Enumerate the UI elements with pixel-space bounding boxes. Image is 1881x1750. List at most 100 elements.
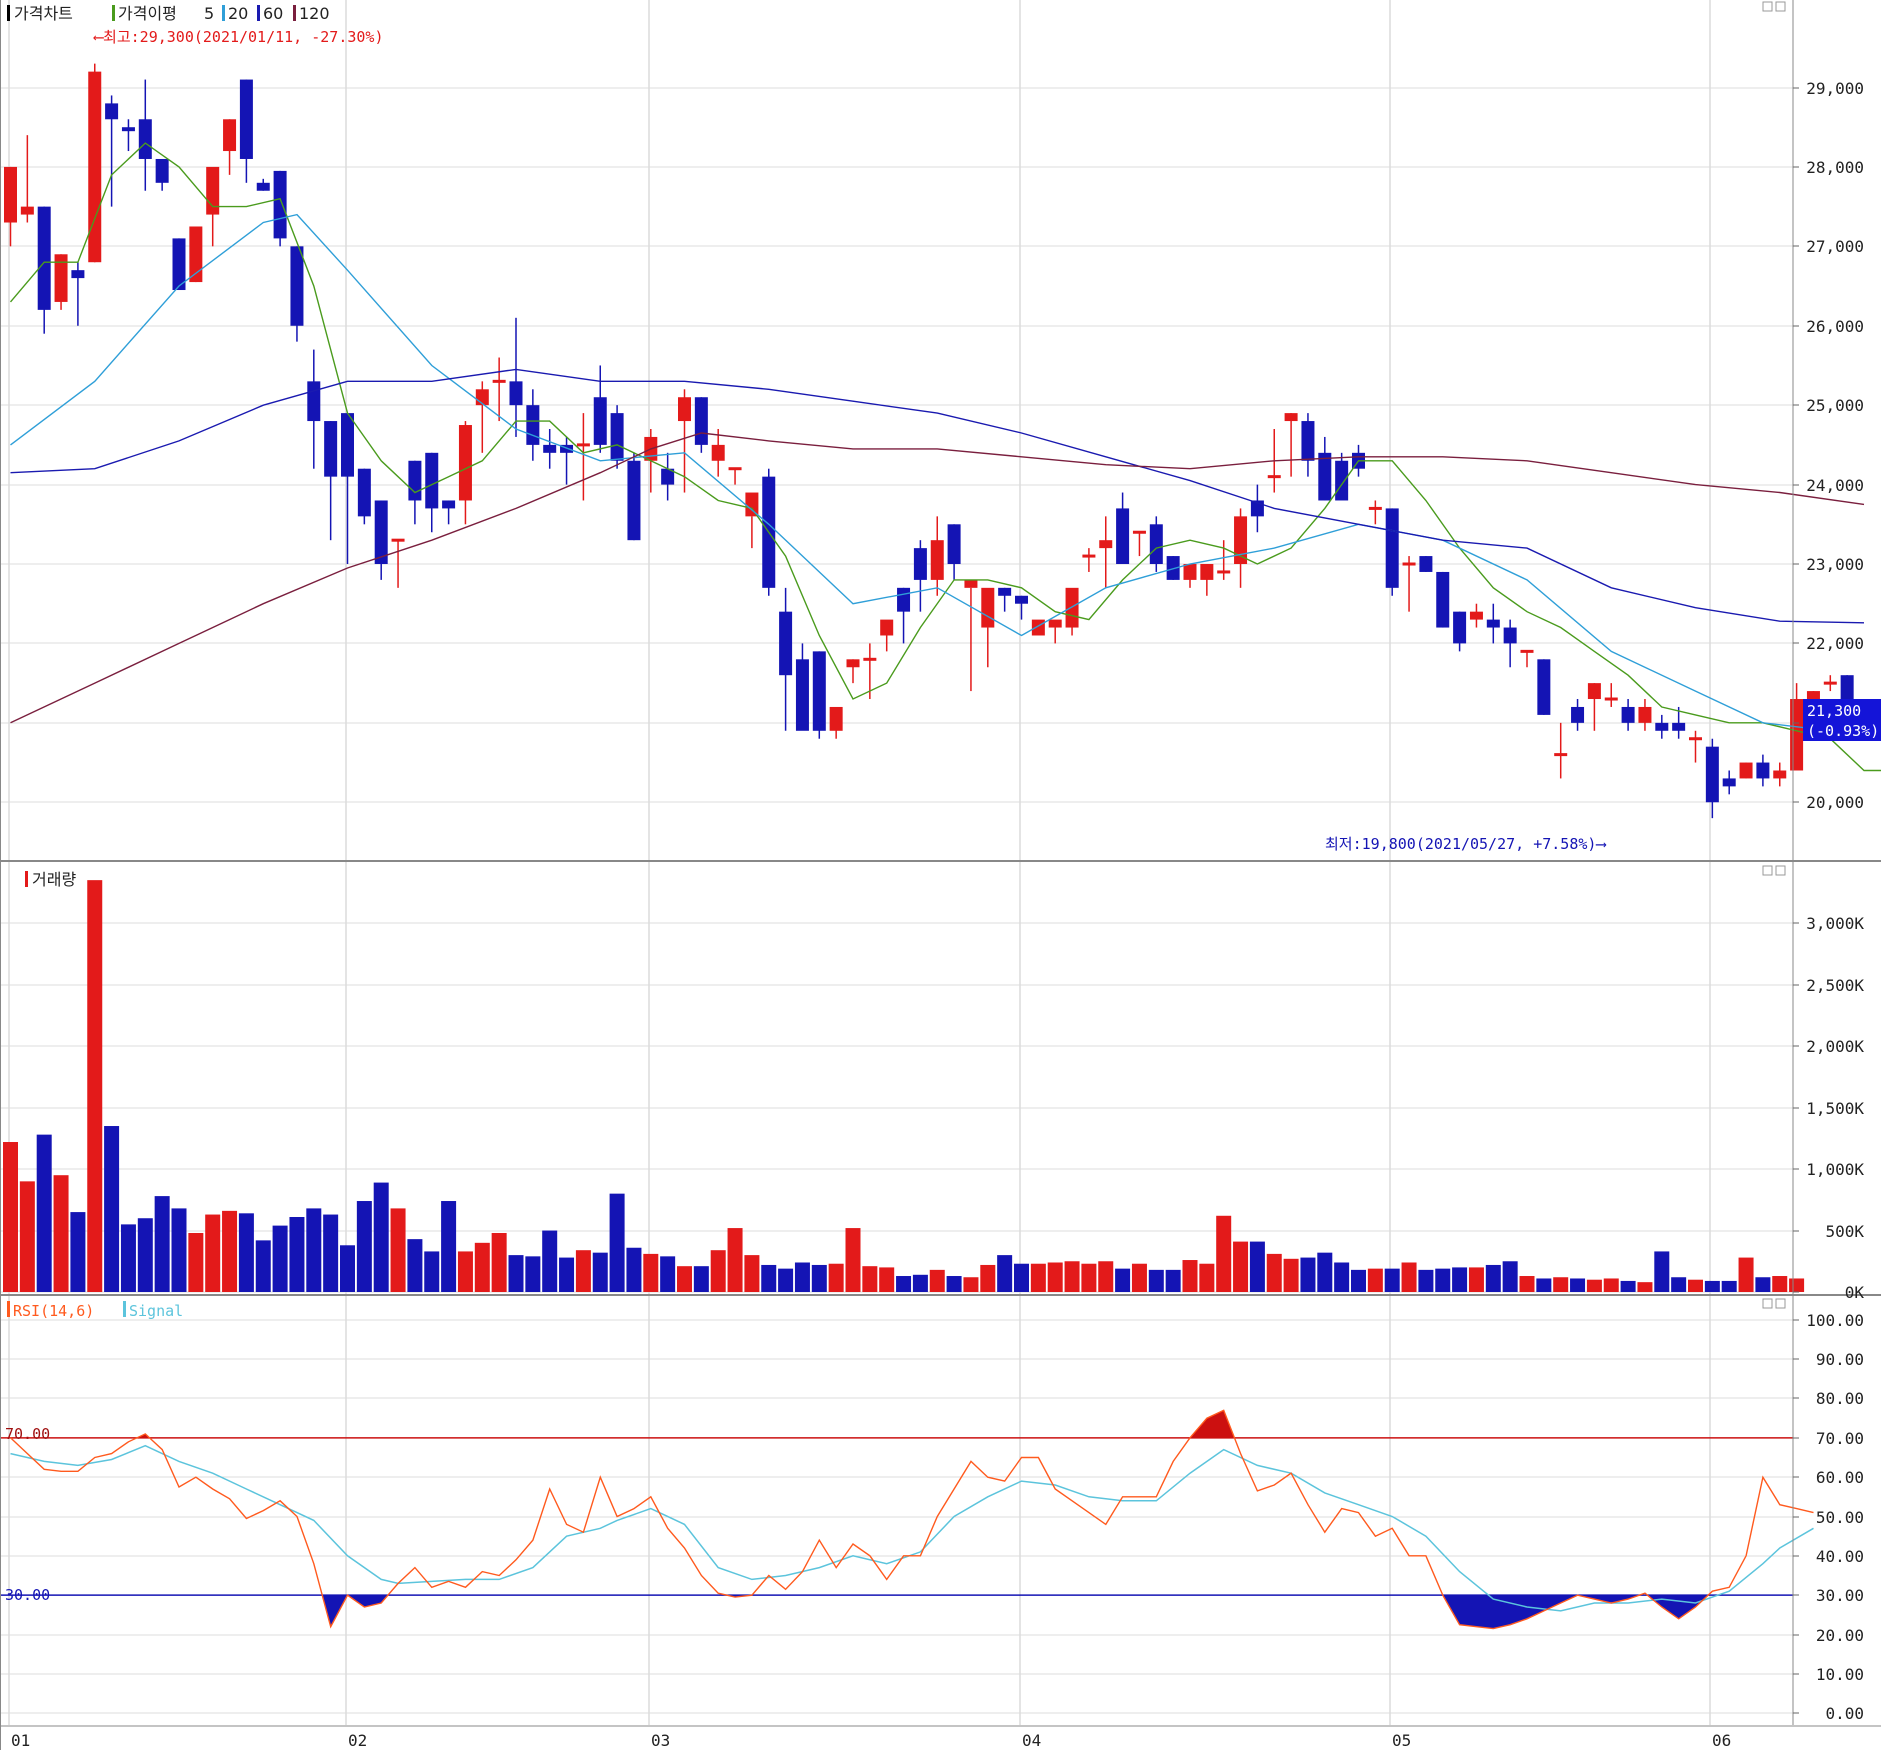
volume-bar[interactable] xyxy=(407,1239,423,1292)
volume-bar[interactable] xyxy=(1570,1278,1586,1292)
candle-body[interactable] xyxy=(1217,570,1231,574)
candle-body[interactable] xyxy=(913,548,927,580)
volume-bar[interactable] xyxy=(592,1252,608,1292)
candle[interactable] xyxy=(1604,683,1618,707)
candle[interactable] xyxy=(913,540,927,612)
volume-bar[interactable] xyxy=(1789,1278,1805,1292)
candle[interactable] xyxy=(1385,508,1399,596)
candle-body[interactable] xyxy=(442,500,456,509)
rsi-pane[interactable] xyxy=(0,1409,1814,1630)
candle-body[interactable] xyxy=(1048,619,1062,628)
volume-bar[interactable] xyxy=(693,1266,709,1292)
candle-body[interactable] xyxy=(947,524,961,565)
candle-body[interactable] xyxy=(1335,460,1349,501)
volume-bar[interactable] xyxy=(1216,1215,1232,1292)
volume-bar[interactable] xyxy=(205,1214,221,1292)
candle-body[interactable] xyxy=(576,443,590,447)
candle[interactable] xyxy=(1638,699,1652,731)
candle[interactable] xyxy=(1200,564,1214,596)
candle[interactable] xyxy=(779,587,793,731)
candle-body[interactable] xyxy=(964,579,978,588)
candle-body[interactable] xyxy=(1672,722,1686,731)
candle-body[interactable] xyxy=(610,413,624,461)
candle[interactable] xyxy=(172,238,186,291)
volume-bar[interactable] xyxy=(525,1256,541,1292)
candle-body[interactable] xyxy=(779,611,793,676)
candle-body[interactable] xyxy=(1149,524,1163,565)
candle[interactable] xyxy=(341,413,354,565)
candle[interactable] xyxy=(88,63,102,263)
volume-bar[interactable] xyxy=(929,1269,945,1292)
candle[interactable] xyxy=(1655,714,1669,739)
volume-bar[interactable] xyxy=(1755,1277,1771,1292)
volume-bar[interactable] xyxy=(1148,1269,1164,1292)
candle[interactable] xyxy=(1520,649,1534,668)
candle[interactable] xyxy=(1335,452,1349,501)
candle[interactable] xyxy=(256,178,270,191)
candle-body[interactable] xyxy=(223,119,237,152)
candle-body[interactable] xyxy=(1571,706,1585,723)
volume-bar[interactable] xyxy=(306,1208,322,1292)
candle[interactable] xyxy=(4,166,17,247)
candle-body[interactable] xyxy=(1823,681,1837,685)
volume-bar[interactable] xyxy=(896,1276,912,1292)
candle[interactable] xyxy=(576,413,590,501)
volume-bar[interactable] xyxy=(997,1255,1013,1292)
volume-bar[interactable] xyxy=(794,1262,810,1292)
candle[interactable] xyxy=(610,405,624,469)
volume-bar[interactable] xyxy=(1249,1241,1265,1292)
volume-bar[interactable] xyxy=(862,1266,878,1292)
candle[interactable] xyxy=(795,643,809,731)
volume-bar[interactable] xyxy=(36,1134,52,1292)
candle-body[interactable] xyxy=(1756,762,1770,779)
candle-body[interactable] xyxy=(138,119,152,159)
candle[interactable] xyxy=(1402,556,1416,612)
candle[interactable] xyxy=(947,524,961,580)
candle[interactable] xyxy=(1756,754,1770,787)
candle-body[interactable] xyxy=(829,706,843,731)
volume-bar[interactable] xyxy=(120,1224,136,1292)
candle[interactable] xyxy=(711,429,725,477)
candle[interactable] xyxy=(1453,611,1467,652)
price-pane-close-icon[interactable] xyxy=(1775,1,1786,12)
candle-body[interactable] xyxy=(54,254,68,302)
candle[interactable] xyxy=(812,651,826,739)
candle[interactable] xyxy=(1031,619,1045,636)
volume-bar[interactable] xyxy=(1603,1278,1619,1292)
candle-body[interactable] xyxy=(897,587,911,612)
candle-body[interactable] xyxy=(1436,571,1450,628)
volume-bar[interactable] xyxy=(727,1228,743,1292)
candle[interactable] xyxy=(239,79,253,183)
volume-bar[interactable] xyxy=(1637,1282,1653,1292)
candle-body[interactable] xyxy=(1453,611,1467,644)
volume-bar[interactable] xyxy=(104,1126,120,1292)
candle[interactable] xyxy=(1048,619,1062,644)
candle[interactable] xyxy=(1082,548,1096,572)
candle[interactable] xyxy=(1284,413,1298,477)
candle-body[interactable] xyxy=(1705,746,1719,803)
volume-bar[interactable] xyxy=(677,1266,692,1292)
candle-body[interactable] xyxy=(1655,722,1669,731)
volume-bar[interactable] xyxy=(1266,1253,1282,1292)
candle[interactable] xyxy=(1503,619,1517,668)
candle-body[interactable] xyxy=(256,182,270,191)
candle[interactable] xyxy=(846,659,860,684)
volume-bar[interactable] xyxy=(1772,1276,1788,1292)
candle[interactable] xyxy=(273,170,287,247)
volume-bar[interactable] xyxy=(154,1196,170,1292)
candle-body[interactable] xyxy=(745,492,759,517)
volume-bar[interactable] xyxy=(744,1255,760,1292)
candle-body[interactable] xyxy=(172,238,186,291)
candle-body[interactable] xyxy=(1015,595,1028,604)
volume-bar[interactable] xyxy=(323,1214,339,1292)
volume-bar[interactable] xyxy=(188,1232,204,1292)
candle[interactable] xyxy=(1132,530,1146,557)
candle[interactable] xyxy=(829,706,843,739)
candle[interactable] xyxy=(1571,699,1585,731)
candle-body[interactable] xyxy=(105,103,119,120)
candle[interactable] xyxy=(1739,762,1753,779)
candle[interactable] xyxy=(509,317,523,437)
candle[interactable] xyxy=(1234,508,1248,588)
volume-bar[interactable] xyxy=(137,1218,153,1292)
